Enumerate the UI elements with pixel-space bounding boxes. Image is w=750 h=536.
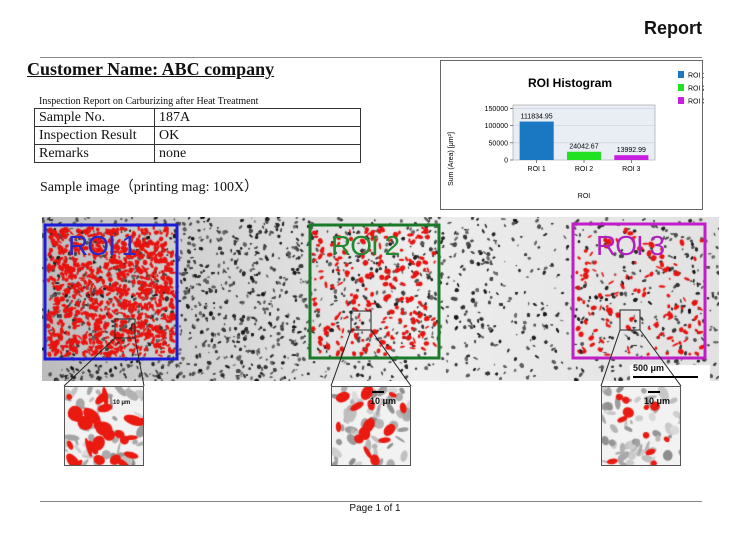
bar-value-label: 111834.95 — [521, 114, 553, 121]
bar-roi-1 — [519, 121, 554, 160]
roi-3-label: ROI 3 — [596, 230, 665, 261]
report-subtitle: Inspection Report on Carburizing after H… — [39, 96, 259, 107]
legend-label: ROI 2 — [688, 86, 704, 93]
row-value-sample-no: 187A — [154, 108, 361, 127]
table-row: Sample No. 187A — [34, 108, 361, 127]
bar-value-label: 13992.99 — [617, 147, 646, 154]
bar-roi-3 — [614, 155, 649, 160]
main-scale-label: 500 μm — [633, 363, 665, 373]
y-axis-label: Sum (Area) [μm²] — [448, 132, 455, 186]
roi-1-label: ROI 1 — [68, 230, 137, 261]
roi-2-zoom-scale-label: 10 μm — [370, 396, 397, 406]
x-tick-label: ROI 2 — [575, 166, 593, 173]
y-tick-label: 0 — [504, 158, 508, 165]
roi-3-zoom-image: 10 μm — [601, 386, 681, 466]
x-tick-label: ROI 1 — [528, 166, 546, 173]
y-tick-label: 100000 — [485, 123, 508, 130]
row-key-inspection-result: Inspection Result — [34, 126, 155, 145]
roi-3-zoom-scale-bar — [648, 391, 660, 393]
inspection-table: Sample No. 187A Inspection Result OK Rem… — [34, 108, 361, 163]
legend-label: ROI 1 — [688, 73, 704, 80]
legend-swatch — [678, 84, 684, 91]
row-value-remarks: none — [154, 144, 361, 163]
bar-value-label: 24042.67 — [569, 144, 598, 151]
row-value-inspection-result: OK — [154, 126, 361, 145]
table-row: Inspection Result OK — [34, 126, 361, 145]
roi-3-zoom-canvas — [602, 387, 680, 465]
roi-2-zoom-image: 10 μm — [331, 386, 411, 466]
row-key-remarks: Remarks — [34, 144, 155, 163]
legend-swatch — [678, 71, 684, 78]
x-axis-label: ROI — [578, 193, 591, 200]
legend-label: ROI 3 — [688, 99, 704, 106]
roi-2-label: ROI 2 — [331, 230, 400, 261]
bottom-divider — [40, 501, 702, 502]
roi-histogram-panel: ROI Histogram Sum (Area) [μm²] ROI 0 5000… — [440, 60, 704, 210]
roi-1-zoom-scale-label: 10 μm — [113, 400, 131, 406]
sample-image-caption: Sample image（printing mag: 100X） — [40, 180, 259, 195]
x-tick-label: ROI 3 — [622, 166, 640, 173]
bar-roi-2 — [566, 151, 602, 160]
roi-1-zoom-image: 10 μm — [64, 386, 144, 466]
roi-2-zoom-scale-bar — [372, 391, 384, 393]
roi-histogram-chart: ROI Histogram Sum (Area) [μm²] ROI 0 5000… — [448, 71, 704, 200]
customer-name: Customer Name: ABC company — [27, 59, 275, 79]
roi-2-zoom-canvas — [332, 387, 410, 465]
roi-1-zoom-canvas — [65, 387, 143, 465]
top-divider — [40, 57, 702, 58]
report-title: Report — [644, 18, 702, 38]
legend-swatch — [678, 97, 684, 104]
table-row: Remarks none — [34, 144, 361, 163]
page-number: Page 1 of 1 — [349, 503, 401, 514]
y-tick-label: 50000 — [489, 140, 509, 147]
chart-title: ROI Histogram — [528, 76, 612, 90]
y-tick-label: 150000 — [485, 106, 508, 113]
row-key-sample-no: Sample No. — [34, 108, 155, 127]
roi-3-zoom-scale-label: 10 μm — [644, 396, 671, 406]
